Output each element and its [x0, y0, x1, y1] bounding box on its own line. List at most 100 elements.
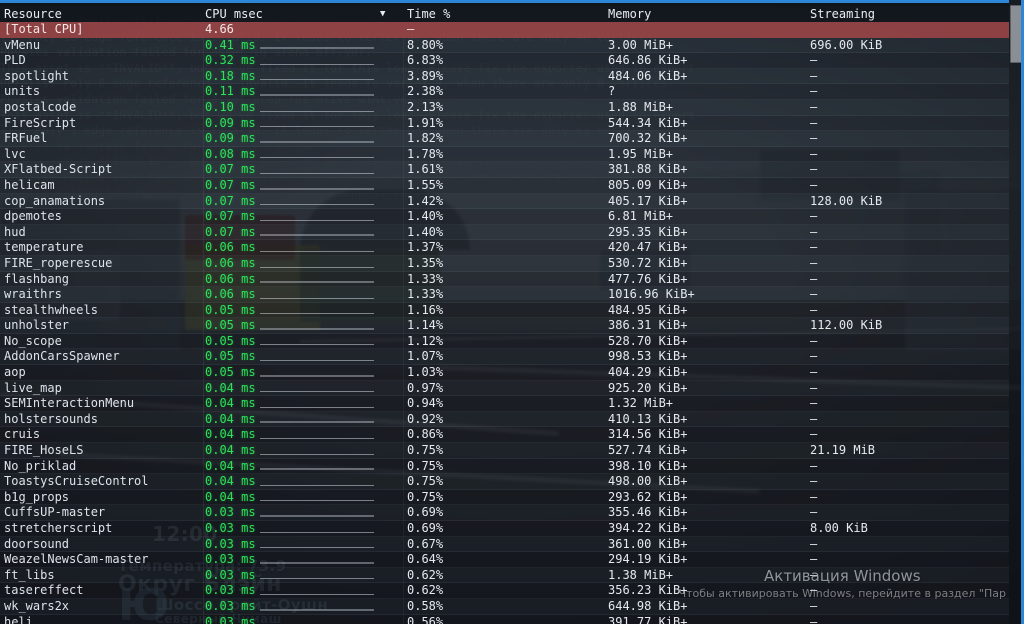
table-row[interactable]: FRFuel 0.09 ms 1.82% 700.32 KiB+ –	[0, 131, 1009, 147]
table-row[interactable]: b1g_props 0.04 ms 0.75% 293.62 KiB+ –	[0, 489, 1009, 506]
column-separator	[403, 131, 404, 147]
table-row[interactable]: live_map 0.04 ms 0.97% 925.20 KiB+ –	[0, 380, 1009, 397]
table-row[interactable]: stealthwheels 0.05 ms 1.16% 484.95 KiB+ –	[0, 302, 1009, 319]
row-cpu-sparkline	[256, 599, 396, 615]
column-header-time-percent[interactable]: Time %	[407, 7, 451, 21]
table-row[interactable]: holstersounds 0.04 ms 0.92% 410.13 KiB+ –	[0, 411, 1009, 428]
table-row[interactable]: CuffsUP-master 0.03 ms 0.69% 355.46 KiB+ –	[0, 505, 1009, 521]
row-streaming: 112.00 KiB	[810, 318, 883, 333]
row-divider	[0, 379, 1009, 381]
row-resource-name: WeazelNewsCam-master	[4, 552, 149, 567]
sparkline-trace	[260, 515, 374, 517]
sparkline-trace	[260, 438, 374, 440]
row-memory: 394.22 KiB+	[608, 521, 688, 535]
row-cpu-msec: 0.06 ms	[205, 240, 256, 255]
row-cpu-msec: 0.11 ms	[205, 84, 256, 99]
column-separator	[403, 474, 404, 490]
column-header-memory[interactable]: Memory	[608, 7, 652, 21]
table-row[interactable]: SEMInteractionMenu 0.04 ms 0.94% 1.32 MiB+ –	[0, 396, 1009, 412]
row-resource-name: flashbang	[4, 271, 70, 286]
row-time-percent: 0.97%	[407, 380, 444, 395]
table-row[interactable]: unholster 0.05 ms 1.14% 386.31 KiB+ 112.00 K…	[0, 318, 1009, 334]
column-separator	[203, 598, 204, 615]
row-cpu-sparkline	[256, 365, 396, 381]
column-header-cpu-msec[interactable]: CPU msec	[205, 7, 263, 21]
column-header-resource[interactable]: Resource	[4, 7, 62, 21]
table-row[interactable]: stretcherscript 0.03 ms 0.69% 394.22 KiB+ 8.…	[0, 521, 1009, 537]
column-header-streaming[interactable]: Streaming	[810, 7, 876, 21]
table-row[interactable]: wraithrs 0.06 ms 1.33% 1016.96 KiB+ –	[0, 287, 1009, 303]
row-cpu-sparkline	[256, 349, 396, 365]
table-row[interactable]: postalcode 0.10 ms 2.13% 1.88 MiB+ –	[0, 99, 1009, 116]
table-row[interactable]: FIRE_roperescue 0.06 ms 1.35% 530.72 KiB+ –	[0, 255, 1009, 272]
table-row[interactable]: FIRE_HoseLS 0.04 ms 0.75% 527.74 KiB+ 21.19 …	[0, 443, 1009, 459]
row-time-percent: 8.80%	[407, 37, 444, 52]
row-streaming: –	[810, 240, 818, 255]
sparkline-trace	[260, 126, 374, 128]
table-row[interactable]: tasereffect 0.03 ms 0.62% 356.23 KiB+ –	[0, 583, 1009, 599]
row-cpu-msec: 0.04 ms	[205, 380, 256, 395]
row-resource-name: No_scope	[4, 333, 62, 348]
table-header-row: Resource CPU msec ▼ Time % Memory Stream…	[0, 6, 1009, 22]
table-row[interactable]: spotlight 0.18 ms 3.89% 484.06 KiB+ –	[0, 68, 1009, 85]
table-row[interactable]: WeazelNewsCam-master 0.03 ms 0.64% 294.19 K…	[0, 552, 1009, 568]
row-divider	[0, 348, 1009, 350]
row-cpu-msec: 0.04 ms	[205, 489, 256, 504]
row-cpu-msec: 0.05 ms	[205, 318, 256, 333]
sparkline-trace	[260, 204, 374, 206]
column-separator	[403, 318, 404, 334]
table-row[interactable]: FireScript 0.09 ms 1.91% 544.34 KiB+ –	[0, 115, 1009, 132]
table-row[interactable]: AddonCarsSpawner 0.05 ms 1.07% 998.53 KiB+ –	[0, 349, 1009, 366]
table-row[interactable]: vMenu 0.41 ms 8.80% 3.00 MiB+ 696.00 KiB	[0, 37, 1009, 54]
table-row[interactable]: XFlatbed-Script 0.07 ms 1.61% 381.88 KiB+ –	[0, 162, 1009, 178]
window-accent-bar	[0, 0, 1009, 3]
table-row[interactable]: helicam 0.07 ms 1.55% 805.09 KiB+ –	[0, 177, 1009, 194]
row-memory: 355.46 KiB+	[608, 505, 688, 520]
row-resource-name: doorsound	[4, 536, 70, 551]
sort-descending-icon[interactable]: ▼	[380, 9, 386, 19]
row-divider	[0, 364, 1009, 366]
table-row[interactable]: hud 0.07 ms 1.40% 295.35 KiB+ –	[0, 224, 1009, 241]
table-row[interactable]: heli 0.03 ms 0.56% 391.77 KiB+ –	[0, 614, 1009, 624]
table-row[interactable]: temperature 0.06 ms 1.37% 420.47 KiB+ –	[0, 240, 1009, 256]
table-row[interactable]: dpemotes 0.07 ms 1.40% 6.81 MiB+ –	[0, 209, 1009, 225]
column-separator	[403, 53, 404, 69]
row-time-percent: 0.62%	[407, 567, 444, 582]
table-row[interactable]: wk_wars2x 0.03 ms 0.58% 644.98 KiB+ –	[0, 598, 1009, 615]
column-separator	[403, 240, 404, 256]
row-time-percent: 1.35%	[407, 255, 444, 270]
table-row[interactable]: PLD 0.32 ms 6.83% 646.86 KiB+ –	[0, 53, 1009, 69]
column-separator	[403, 177, 404, 194]
row-divider	[0, 395, 1009, 397]
column-separator	[203, 614, 204, 624]
row-time-percent: 0.94%	[407, 396, 444, 411]
column-separator	[203, 146, 204, 163]
column-separator	[403, 427, 404, 444]
row-divider	[0, 67, 1009, 69]
row-time-percent: 1.91%	[407, 115, 444, 130]
table-row[interactable]: ft_libs 0.03 ms 0.62% 1.38 MiB+ –	[0, 567, 1009, 584]
table-row[interactable]: ToastysCruiseControl 0.04 ms 0.75% 498.00 K…	[0, 474, 1009, 490]
row-cpu-msec: 0.04 ms	[205, 427, 256, 442]
column-separator	[203, 458, 204, 475]
row-resource-name: stealthwheels	[4, 302, 98, 317]
table-row[interactable]: cop_anamations 0.07 ms 1.42% 405.17 KiB+ 128…	[0, 193, 1009, 210]
row-time-percent: 0.62%	[407, 583, 444, 598]
table-row[interactable]: units 0.11 ms 2.38%? –	[0, 84, 1009, 100]
table-row[interactable]: lvc 0.08 ms 1.78% 1.95 MiB+ –	[0, 146, 1009, 163]
column-separator	[403, 552, 404, 568]
column-separator	[403, 411, 404, 428]
table-row[interactable]: aop 0.05 ms 1.03% 404.29 KiB+ –	[0, 365, 1009, 381]
row-streaming: 8.00 KiB	[810, 521, 868, 535]
table-row[interactable]: No_priklad 0.04 ms 0.75% 398.10 KiB+ –	[0, 458, 1009, 475]
sparkline-trace	[260, 234, 374, 237]
table-row[interactable]: flashbang 0.06 ms 1.33% 477.76 KiB+ –	[0, 271, 1009, 288]
row-streaming: –	[810, 411, 818, 426]
row-divider	[0, 597, 1009, 599]
sparkline-trace	[260, 63, 374, 65]
vertical-scrollbar-track[interactable]	[1009, 0, 1024, 624]
table-row[interactable]: No_scope 0.05 ms 1.12% 528.70 KiB+ –	[0, 333, 1009, 350]
row-time-percent: 0.75%	[407, 474, 444, 489]
table-row[interactable]: cruis 0.04 ms 0.86% 314.56 KiB+ –	[0, 427, 1009, 444]
table-row[interactable]: doorsound 0.03 ms 0.67% 361.00 KiB+ –	[0, 536, 1009, 553]
